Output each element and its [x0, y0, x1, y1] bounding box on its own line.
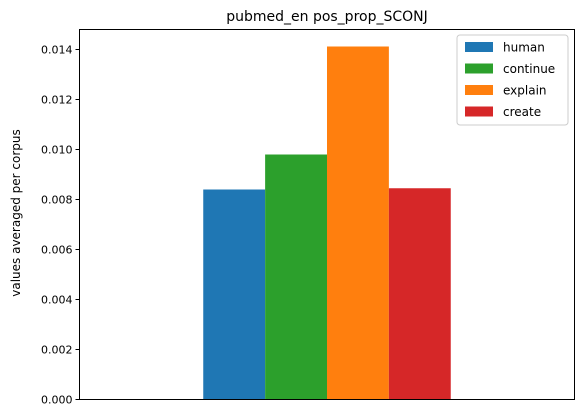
bar-continue [265, 154, 327, 400]
y-tick-label: 0.004 [41, 294, 73, 307]
bars-group [203, 46, 451, 400]
legend-swatch-create [465, 106, 493, 117]
legend: human continue explain create [456, 34, 569, 126]
y-axis-ticks: 0.000 0.002 0.004 0.006 0.008 0.010 0.012 0.014 [41, 44, 80, 407]
y-tick-label: 0.002 [41, 344, 73, 357]
legend-swatch-human [465, 42, 493, 52]
bar-explain [327, 46, 389, 400]
y-tick-label: 0.010 [41, 144, 73, 157]
legend-label-explain: explain [503, 84, 547, 98]
chart-title: pubmed_en pos_prop_SCONJ [226, 9, 428, 25]
bar-create [388, 188, 451, 400]
plot-frame [79, 29, 575, 400]
legend-box [456, 34, 569, 126]
y-tick-label: 0.000 [41, 394, 73, 407]
y-tick-label: 0.014 [41, 44, 73, 57]
legend-label-continue: continue [503, 62, 555, 76]
y-tick-label: 0.012 [41, 94, 73, 107]
bar-human [203, 189, 266, 400]
legend-swatch-continue [465, 63, 493, 74]
y-tick-label: 0.008 [41, 194, 73, 207]
legend-swatch-explain [465, 85, 493, 95]
y-tick-label: 0.006 [41, 244, 73, 257]
legend-label-human: human [503, 41, 545, 55]
y-axis-label: values averaged per corpus [9, 129, 23, 297]
legend-label-create: create [503, 105, 541, 119]
